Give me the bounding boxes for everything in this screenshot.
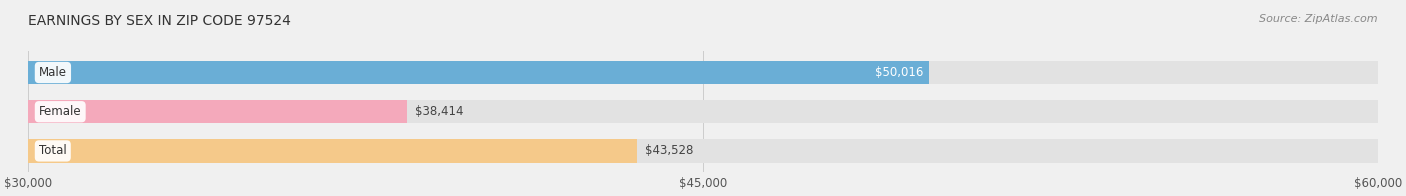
Bar <box>28 139 637 163</box>
Bar <box>28 61 929 84</box>
Text: Total: Total <box>39 144 66 157</box>
Bar <box>28 100 406 123</box>
Bar <box>28 139 1378 163</box>
Text: Male: Male <box>39 66 67 79</box>
Bar <box>28 100 1378 123</box>
Text: Source: ZipAtlas.com: Source: ZipAtlas.com <box>1260 14 1378 24</box>
Text: EARNINGS BY SEX IN ZIP CODE 97524: EARNINGS BY SEX IN ZIP CODE 97524 <box>28 14 291 28</box>
Bar <box>28 61 1378 84</box>
Text: Female: Female <box>39 105 82 118</box>
Text: $38,414: $38,414 <box>415 105 464 118</box>
Text: $43,528: $43,528 <box>645 144 693 157</box>
Text: $50,016: $50,016 <box>875 66 924 79</box>
